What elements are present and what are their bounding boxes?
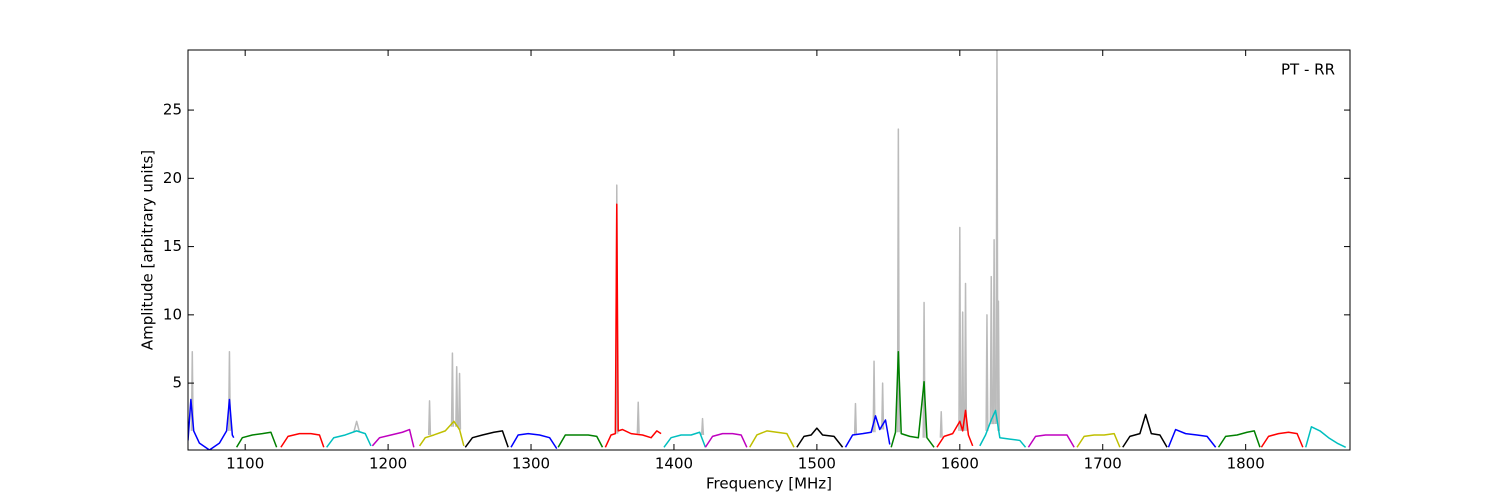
series-line	[510, 432, 558, 450]
y-tick-label: 15	[163, 237, 182, 255]
series-line	[1167, 428, 1217, 448]
x-tick-label: 1700	[1084, 455, 1122, 473]
y-tick-label: 5	[172, 374, 182, 392]
x-tick-label: 1300	[512, 455, 550, 473]
series-line	[371, 428, 415, 448]
y-tick-label: 20	[163, 169, 182, 187]
series-line	[890, 350, 935, 448]
x-tick-label: 1600	[941, 455, 979, 473]
series-line	[936, 409, 974, 448]
series-line	[326, 430, 372, 448]
x-tick-label: 1500	[798, 455, 836, 473]
x-tick-label: 1100	[226, 455, 264, 473]
series-line	[749, 430, 795, 448]
series-line	[464, 430, 509, 448]
series-line	[1304, 426, 1347, 448]
x-tick-label: 1800	[1227, 455, 1265, 473]
series-line	[190, 50, 1001, 438]
series-line	[604, 203, 662, 448]
y-tick-label: 25	[163, 101, 182, 119]
series-line	[796, 427, 844, 448]
series-line	[663, 431, 707, 448]
x-tick-label: 1200	[369, 455, 407, 473]
series-line	[188, 398, 235, 450]
series-line	[418, 420, 465, 447]
series-line	[1260, 431, 1304, 448]
x-axis-label: Frequency [MHz]	[706, 475, 832, 493]
series-line	[280, 432, 325, 448]
series-line	[235, 431, 278, 448]
y-axis-label: Amplitude [arbitrary units]	[139, 150, 157, 350]
y-tick-label: 10	[163, 305, 182, 323]
series-line	[557, 434, 604, 448]
series-line	[979, 409, 1027, 448]
series-line	[1076, 432, 1121, 448]
series-line	[704, 432, 748, 448]
series-line	[1217, 430, 1261, 448]
plot-frame	[187, 49, 1351, 451]
series-line	[1027, 434, 1075, 448]
series-line	[1122, 413, 1168, 448]
x-tick-label: 1400	[655, 455, 693, 473]
annotation: PT - RR	[1281, 61, 1335, 79]
series-line	[844, 415, 891, 448]
